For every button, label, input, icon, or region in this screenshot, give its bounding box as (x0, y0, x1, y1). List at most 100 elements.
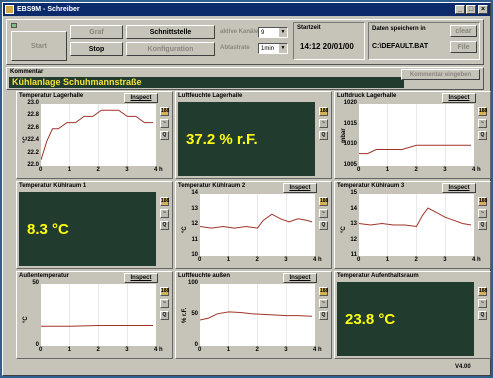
aktive-kanaele-select[interactable]: 9 ▼ (258, 27, 288, 38)
y-tick-label: 23.0 (27, 100, 39, 106)
x-tick-label: 0 (357, 167, 361, 173)
digital-view-button[interactable]: 188 (319, 287, 329, 296)
file-path-value: C:\DEFAULT.BAT (372, 43, 429, 50)
zoom-icon[interactable]: Q (160, 221, 169, 230)
digital-view-button[interactable]: 188 (319, 197, 329, 206)
line-chart (359, 194, 472, 256)
graph-view-icon[interactable]: ~ (160, 209, 169, 218)
digital-view-button[interactable]: 188 (478, 287, 488, 296)
zoom-icon[interactable]: Q (319, 131, 328, 140)
y-tick-label: 15 (350, 190, 357, 196)
y-tick-label: 22.8 (27, 112, 39, 119)
sensor-panel: Luftdruck Lagerhalle 188 ~ Q Inspect mbar 1020… (334, 91, 491, 179)
line-chart (200, 194, 313, 256)
line-chart (41, 104, 154, 166)
zoom-icon[interactable]: Q (478, 311, 487, 320)
x-tick-label: 0 (39, 167, 43, 173)
x-tick-label: 1 (226, 257, 231, 263)
digital-view-button[interactable]: 188 (478, 197, 488, 206)
zoom-icon[interactable]: Q (478, 221, 487, 230)
x-tick-label: 3 (443, 167, 447, 173)
line-chart (200, 284, 313, 346)
x-tick-label: 4 h (313, 347, 322, 353)
x-tick-label: 1 (385, 167, 390, 173)
digital-view-button[interactable]: 188 (478, 107, 488, 116)
zoom-icon[interactable]: Q (319, 311, 328, 320)
inspect-button[interactable]: Inspect (442, 183, 476, 193)
line-chart (359, 104, 472, 166)
minimize-button[interactable]: _ (455, 5, 465, 14)
panel-title: Außentemperatur (19, 273, 70, 279)
close-button[interactable]: × (478, 5, 488, 14)
zoom-icon[interactable]: Q (160, 311, 169, 320)
file-button[interactable]: File (450, 41, 477, 53)
x-tick-label: 1 (385, 257, 390, 263)
chevron-down-icon[interactable]: ▼ (279, 28, 287, 37)
y-tick-label: 50 (32, 280, 39, 286)
graf-button[interactable]: Graf (70, 25, 123, 39)
digital-view-button[interactable]: 188 (319, 107, 329, 116)
x-tick-label: 0 (198, 347, 202, 353)
graph-view-icon[interactable]: ~ (160, 299, 169, 308)
panel-title: Temperatur Kühlraum 3 (337, 183, 405, 189)
panel-title: Temperatur Kühlraum 1 (19, 183, 87, 189)
start-button[interactable]: Start (11, 31, 67, 61)
konfiguration-button[interactable]: Konfiguration (126, 42, 215, 56)
graph-view-icon[interactable]: ~ (319, 299, 328, 308)
y-tick-label: 1020 (343, 100, 357, 106)
y-tick-label: 100 (187, 280, 198, 286)
digital-view-button[interactable]: 188 (160, 107, 170, 116)
zoom-icon[interactable]: Q (319, 221, 328, 230)
y-tick-label: 10 (191, 252, 198, 258)
panel-title: Temperatur Kühlraum 2 (178, 183, 246, 189)
maximize-button[interactable]: □ (466, 5, 476, 14)
schnittstelle-button[interactable]: Schnittstelle (126, 25, 215, 39)
x-tick-label: 4 h (313, 257, 322, 263)
inspect-button[interactable]: Inspect (124, 93, 158, 103)
daten-speichern-label: Daten speichern in (372, 26, 426, 32)
x-tick-label: 2 (414, 167, 418, 173)
clear-button[interactable]: clear (450, 25, 477, 37)
digital-view-button[interactable]: 188 (160, 197, 170, 206)
sensor-panel: Temperatur Kühlraum 1 188 ~ Q 8.3 °C (16, 181, 173, 269)
chevron-down-icon[interactable]: ▼ (279, 44, 287, 53)
y-tick-label: 13 (191, 205, 198, 212)
abtastrate-value: 1min (261, 46, 275, 52)
graph-view-icon[interactable]: ~ (319, 119, 328, 128)
sensor-panel: Luftfeuchte außen 188 ~ Q Inspect% r.F. 100 50… (175, 271, 332, 359)
inspect-button[interactable]: Inspect (283, 273, 317, 283)
graph-view-icon[interactable]: ~ (478, 299, 487, 308)
x-tick-label: 0 (198, 257, 202, 263)
digital-readout: 37.2 % r.F. (178, 102, 315, 176)
sensor-panel: Außentemperatur 188 ~ Q Inspect °C 50 0 0 1 2 3 4 h (16, 271, 173, 359)
panel-title: Luftdruck Lagerhalle (337, 93, 397, 99)
series-line (41, 109, 154, 160)
abtastrate-select[interactable]: 1min ▼ (258, 43, 288, 54)
y-tick-label: 22.2 (27, 149, 39, 156)
zoom-icon[interactable]: Q (160, 131, 169, 140)
series-line (359, 144, 472, 155)
graph-view-icon[interactable]: ~ (478, 119, 487, 128)
inspect-button[interactable]: Inspect (283, 183, 317, 193)
graph-view-icon[interactable]: ~ (319, 209, 328, 218)
x-tick-label: 3 (125, 347, 129, 353)
app-icon[interactable] (5, 5, 14, 14)
x-tick-label: 0 (39, 347, 43, 353)
x-tick-label: 2 (255, 257, 259, 263)
y-tick-label: 22.4 (27, 137, 39, 144)
startzeit-value: 14:12 20/01/00 (300, 42, 354, 51)
graph-view-icon[interactable]: ~ (160, 119, 169, 128)
kommentar-eingeben-button[interactable]: Kommentar eingeben (401, 69, 480, 80)
graph-view-icon[interactable]: ~ (478, 209, 487, 218)
zoom-icon[interactable]: Q (478, 131, 487, 140)
x-tick-label: 1 (67, 347, 72, 353)
line-chart (41, 284, 154, 346)
inspect-button[interactable]: Inspect (442, 93, 476, 103)
inspect-button[interactable]: Inspect (124, 273, 158, 283)
digital-view-button[interactable]: 188 (160, 287, 170, 296)
stop-button[interactable]: Stop (70, 42, 123, 56)
y-tick-label: 13 (350, 221, 357, 227)
x-tick-label: 0 (357, 257, 361, 263)
startzeit-panel (293, 22, 365, 60)
y-tick-label: 1010 (343, 141, 357, 148)
